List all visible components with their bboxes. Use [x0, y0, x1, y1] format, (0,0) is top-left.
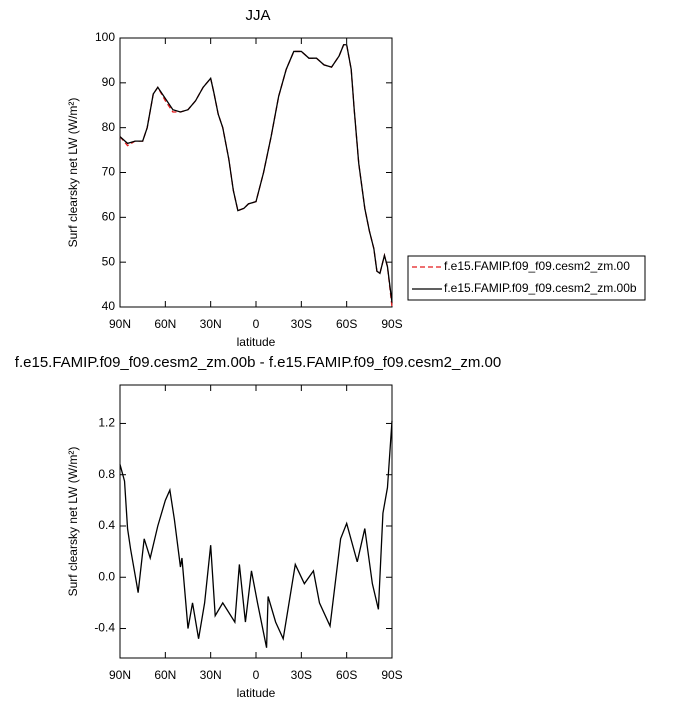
y-tick-label: 40 — [102, 299, 116, 313]
chart-title: JJA — [245, 7, 270, 24]
y-tick-label: 0.0 — [98, 569, 115, 583]
y-tick-label: 50 — [102, 254, 116, 268]
y-tick-label: 0.8 — [98, 467, 115, 481]
x-tick-label: 0 — [253, 668, 260, 682]
y-tick-label: 60 — [102, 210, 116, 224]
y-axis-label: Surf clearsky net LW (W/m²) — [66, 447, 80, 597]
y-tick-label: 1.2 — [98, 416, 115, 430]
data-line — [119, 44, 393, 303]
x-tick-label: 30N — [200, 317, 222, 331]
x-axis-label: latitude — [237, 686, 276, 700]
x-tick-label: 60S — [336, 668, 357, 682]
y-tick-label: 80 — [102, 120, 116, 134]
x-tick-label: 30N — [200, 668, 222, 682]
y-axis-label: Surf clearsky net LW (W/m²) — [66, 98, 80, 248]
data-line — [119, 44, 393, 308]
x-tick-label: 0 — [253, 317, 260, 331]
plot-frame — [119, 37, 393, 308]
x-tick-label: 60N — [154, 668, 176, 682]
x-tick-label: 30S — [291, 317, 312, 331]
x-tick-label: 60S — [336, 317, 357, 331]
x-tick-label: 90S — [381, 317, 402, 331]
x-tick-label: 90N — [109, 668, 131, 682]
legend-box — [407, 255, 646, 301]
x-tick-label: 90N — [109, 317, 131, 331]
plot-frame — [119, 384, 393, 659]
legend-label: f.e15.FAMIP.f09_f09.cesm2_zm.00b — [444, 281, 637, 295]
x-tick-label: 30S — [291, 668, 312, 682]
data-line — [119, 420, 393, 648]
legend-label: f.e15.FAMIP.f09_f09.cesm2_zm.00 — [444, 259, 630, 273]
y-tick-label: 70 — [102, 165, 116, 179]
y-tick-label: 0.4 — [98, 518, 115, 532]
x-axis-label: latitude — [237, 335, 276, 349]
y-tick-label: -0.4 — [94, 621, 115, 635]
y-tick-label: 100 — [95, 30, 115, 44]
chart-title: f.e15.FAMIP.f09_f09.cesm2_zm.00b - f.e15… — [15, 354, 501, 371]
x-tick-label: 90S — [381, 668, 402, 682]
x-tick-label: 60N — [154, 317, 176, 331]
y-tick-label: 90 — [102, 75, 116, 89]
